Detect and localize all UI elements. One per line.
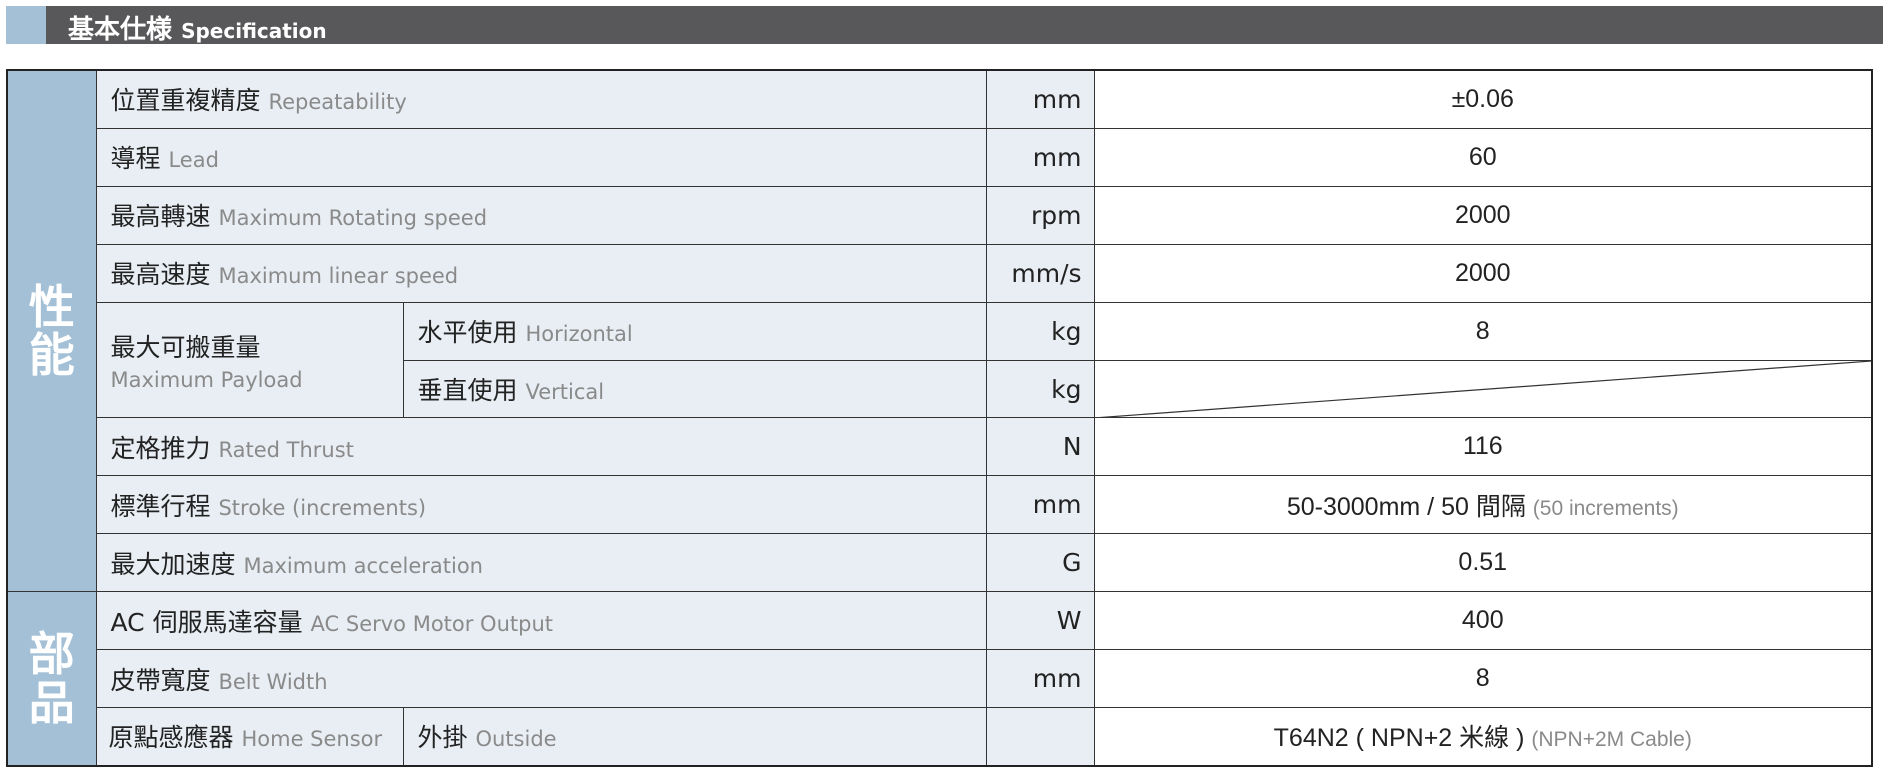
english-label: Stroke (increments): [218, 495, 427, 520]
cell-text: 導程: [110, 144, 161, 174]
table-cell: AC 伺服馬達容量 AC Servo Motor Output: [95, 591, 987, 651]
table-cell: [985, 706, 1095, 767]
english-label: Home Sensor: [241, 727, 383, 752]
table-cell: 水平使用 Horizontal: [402, 301, 987, 361]
table-cell: 60: [1093, 127, 1873, 187]
section-header: 基本仕様 Specification: [6, 6, 1883, 45]
cell-text: 水平使用: [417, 318, 518, 348]
english-label: Maximum acceleration: [243, 553, 483, 578]
table-cell: 8: [1093, 649, 1873, 708]
table-row: 皮帶寬度 Belt Width mm 8: [7, 649, 1873, 708]
table-row: 導程 Lead mm 60: [7, 127, 1873, 187]
table-cell: 垂直使用 Vertical: [402, 359, 987, 419]
cell-text: 性能: [28, 279, 75, 383]
table-cell: 8: [1093, 301, 1873, 361]
table-row-home-sensor: 原點感應器 Home Sensor 外掛 Outside T64N2 ( NPN…: [7, 706, 1873, 767]
table-cell: 2000: [1093, 185, 1873, 245]
table-cell: 0.51: [1093, 533, 1873, 593]
cell-text: 皮帶寬度: [110, 665, 211, 695]
table-cell: 最大加速度 Maximum acceleration: [95, 533, 987, 593]
english-label: Belt Width: [218, 669, 328, 694]
header-accent: [6, 6, 46, 44]
cell-text: 最大加速度: [110, 549, 236, 579]
cell-text: T64N2 ( NPN+2 米線 ): [1273, 724, 1525, 753]
english-label: Outside: [475, 727, 557, 752]
table-cell: T64N2 ( NPN+2 米線 ) (NPN+2M Cable): [1093, 706, 1873, 767]
english-label: Maximum linear speed: [218, 264, 459, 289]
cell-text: 最大可搬重量: [110, 333, 261, 363]
english-label: Maximum Rotating speed: [218, 206, 488, 231]
english-label: (NPN+2M Cable): [1531, 728, 1692, 752]
table-row: 最高速度 Maximum linear speed mm/s 2000: [7, 243, 1873, 303]
table-cell: 標準行程 Stroke (increments): [95, 475, 987, 535]
table-cell: mm: [985, 69, 1095, 129]
english-label: Vertical: [525, 380, 605, 404]
table-cell: W: [985, 591, 1095, 651]
table-cell: 400: [1093, 591, 1873, 651]
cell-text: 標準行程: [110, 491, 211, 521]
cell-text: 外掛: [417, 723, 468, 753]
table-cell: mm: [985, 127, 1095, 187]
payload-label: 最大可搬重量 Maximum Payload: [95, 301, 404, 419]
cell-text: AC 伺服馬達容量: [110, 607, 303, 637]
table-row: 標準行程 Stroke (increments) mm 50-3000mm / …: [7, 475, 1873, 535]
table-cell: kg: [985, 301, 1095, 361]
category-parts: 部品: [6, 591, 97, 767]
table-cell: mm/s: [985, 243, 1095, 303]
table-cell: rpm: [985, 185, 1095, 245]
table-row: 最高轉速 Maximum Rotating speed rpm 2000: [7, 185, 1873, 245]
cell-text: 垂直使用: [417, 376, 518, 405]
table-row: 性能 位置重複精度 Repeatability mm ±0.06: [6, 69, 1873, 593]
table-cell: 定格推力 Rated Thrust: [95, 417, 987, 477]
cell-text: 定格推力: [110, 433, 211, 463]
table-row: 最大加速度 Maximum acceleration G 0.51: [7, 533, 1873, 593]
not-applicable-cell: [1093, 359, 1873, 419]
table-cell: 最高轉速 Maximum Rotating speed: [95, 185, 987, 245]
cell-text: 最高轉速: [110, 202, 211, 232]
table-cell: 位置重複精度 Repeatability: [95, 69, 987, 129]
cell-text: 部品: [28, 627, 75, 730]
table-row: 定格推力 Rated Thrust N 116: [7, 417, 1873, 477]
table-cell: 導程 Lead: [95, 127, 987, 187]
spec-table: 性能 位置重複精度 Repeatability mm ±0.06 導程 Lead…: [6, 69, 1873, 767]
table-cell: 外掛 Outside: [402, 706, 987, 767]
cell-text: 原點感應器: [108, 723, 234, 753]
table-cell: 50-3000mm / 50 間隔 (50 increments): [1093, 475, 1873, 535]
table-cell: mm: [985, 475, 1095, 535]
english-label: Lead: [168, 148, 219, 173]
english-label: (50 increments): [1532, 496, 1679, 520]
table-cell: 116: [1093, 417, 1873, 477]
english-label: Rated Thrust: [218, 437, 354, 462]
cell-text: 位置重複精度: [110, 86, 261, 116]
table-cell: G: [985, 533, 1095, 593]
table-cell: mm: [985, 649, 1095, 708]
table-cell: kg: [985, 359, 1095, 419]
table-cell: N: [985, 417, 1095, 477]
category-performance: 性能: [6, 69, 97, 593]
english-label: Horizontal: [525, 322, 633, 347]
english-label: AC Servo Motor Output: [310, 611, 554, 636]
table-cell: ±0.06: [1093, 69, 1873, 129]
table-row-payload-horizontal: 最大可搬重量 Maximum Payload 水平使用 Horizontal kg…: [7, 301, 1873, 419]
table-cell: 最高速度 Maximum linear speed: [95, 243, 987, 303]
table-row: 部品 AC 伺服馬達容量 AC Servo Motor Output W 400: [6, 591, 1873, 767]
table-cell: 2000: [1093, 243, 1873, 303]
section-title: 基本仕様 Specification: [68, 15, 327, 45]
cell-text: 最高速度: [110, 260, 211, 290]
table-row-payload-vertical: 垂直使用 Vertical kg: [7, 359, 1873, 419]
table-cell: 原點感應器 Home Sensor: [95, 706, 404, 767]
table-cell: 皮帶寬度 Belt Width: [95, 649, 987, 708]
cell-text: Maximum Payload: [110, 368, 303, 393]
english-label: Repeatability: [268, 90, 407, 115]
cell-text: 50-3000mm / 50 間隔: [1286, 492, 1526, 521]
